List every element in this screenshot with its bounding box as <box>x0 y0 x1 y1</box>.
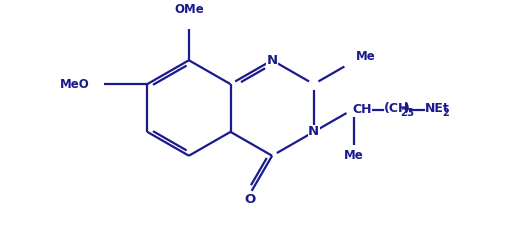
Text: ): ) <box>404 102 409 115</box>
Text: 2: 2 <box>401 109 407 119</box>
Text: OMe: OMe <box>174 3 204 16</box>
Text: N: N <box>308 125 319 138</box>
Text: N: N <box>267 54 277 67</box>
Text: MeO: MeO <box>60 78 90 91</box>
Text: Me: Me <box>343 149 363 162</box>
Text: 2: 2 <box>442 108 449 118</box>
Text: 3: 3 <box>407 108 414 118</box>
Text: CH: CH <box>352 103 371 116</box>
Text: Me: Me <box>356 50 376 63</box>
Text: (CH: (CH <box>384 102 409 115</box>
Text: O: O <box>245 193 256 206</box>
Text: NEt: NEt <box>425 102 450 115</box>
